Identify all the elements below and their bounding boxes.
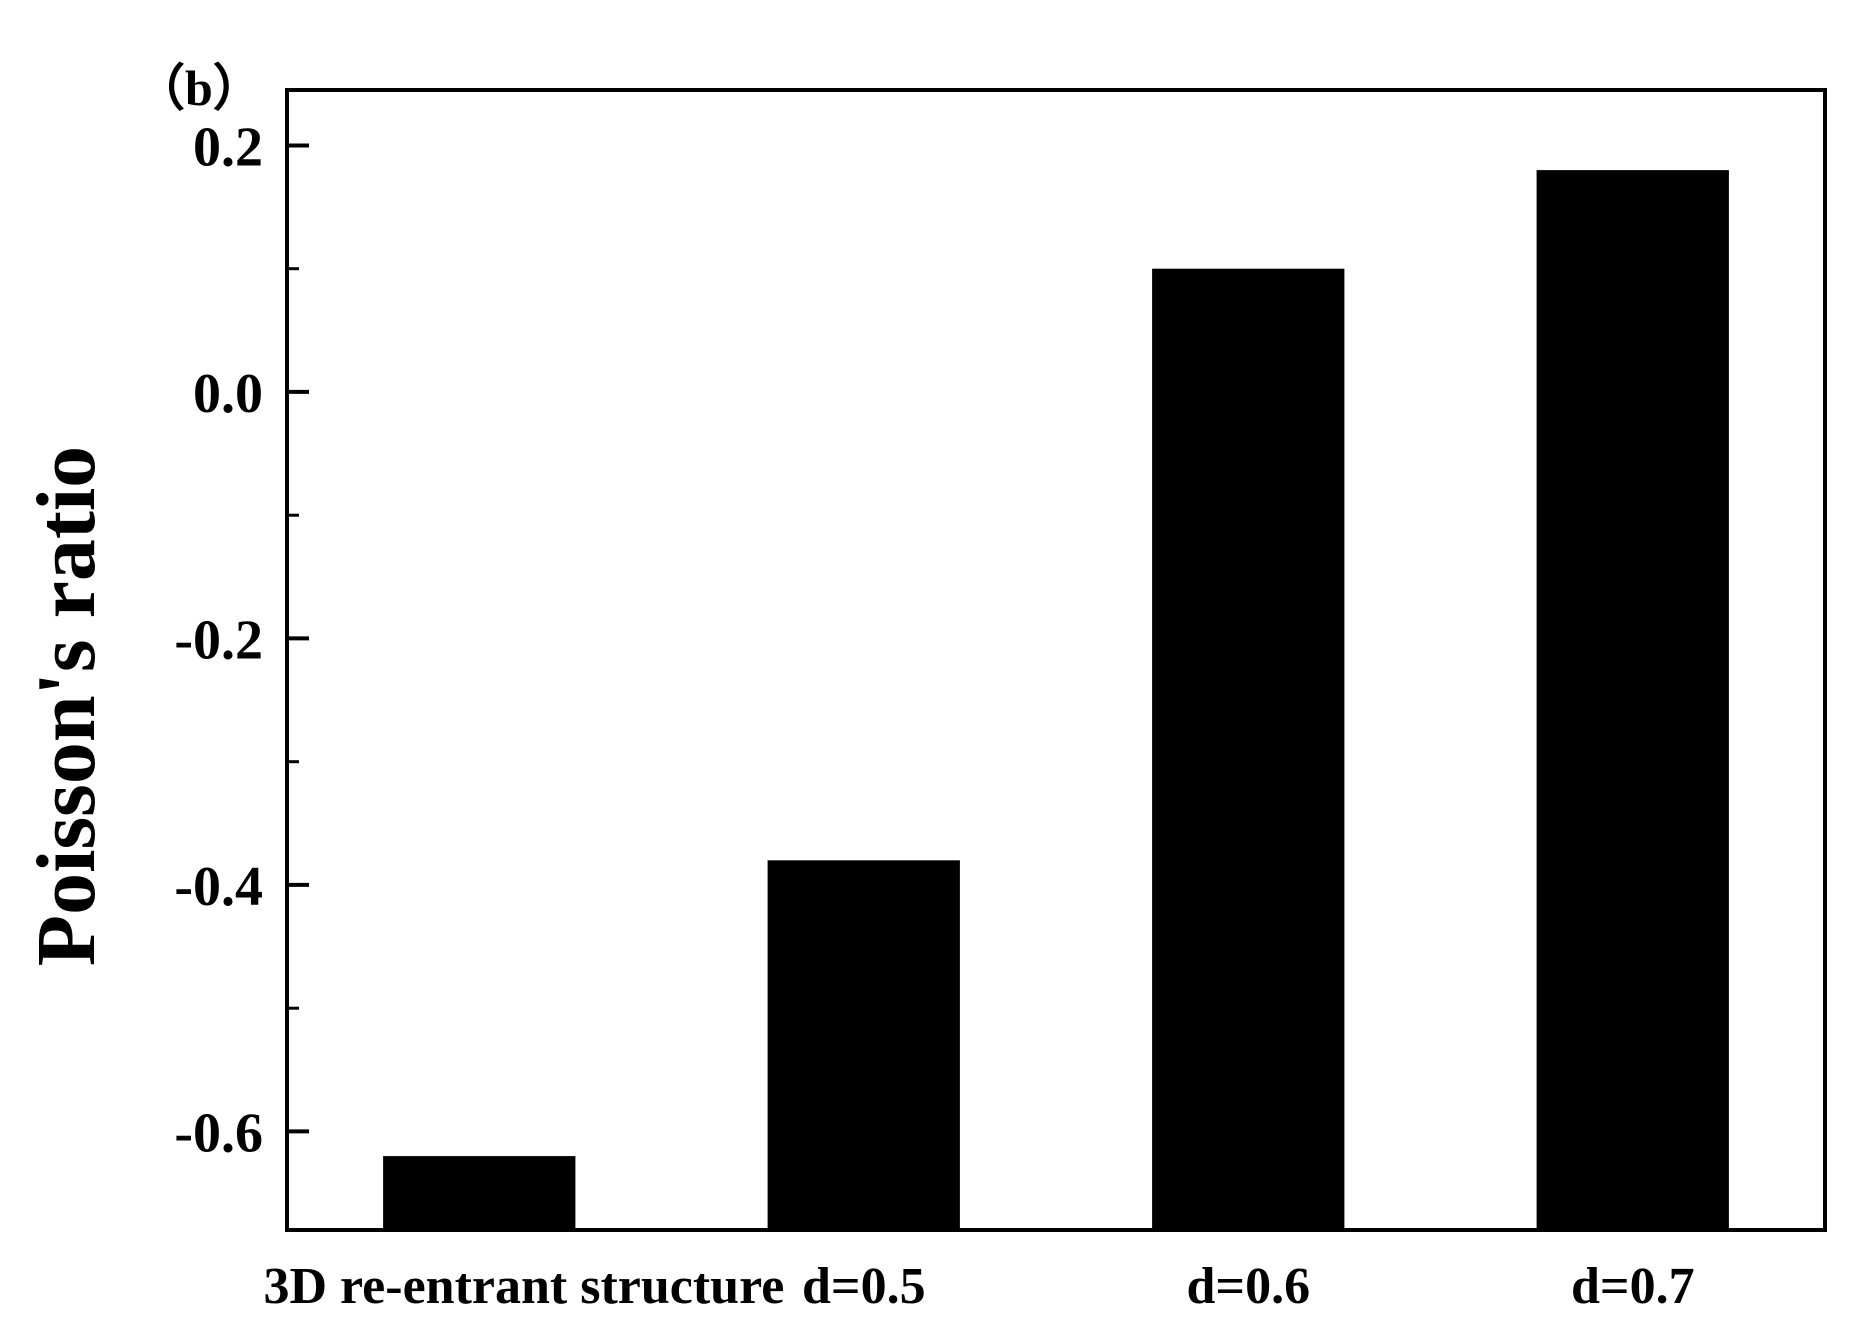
x-tick-label-0: 3D re-entrant structure [263, 1258, 784, 1315]
x-tick-label-3: d=0.7 [1571, 1258, 1695, 1315]
x-tick-label-1: d=0.5 [802, 1258, 926, 1315]
y-tick-label-4: -0.6 [174, 1102, 263, 1164]
y-axis-title: Poisson's ratio [20, 446, 113, 966]
y-tick-label-3: -0.4 [174, 856, 263, 918]
bar-0 [383, 1156, 576, 1230]
bar-3 [1536, 170, 1729, 1231]
panel-label: （b） [135, 60, 263, 116]
plot-frame [285, 88, 1827, 1232]
y-tick-label-0: 0.2 [193, 117, 263, 179]
y-axis-ticks [287, 143, 309, 1134]
x-tick-label-2: d=0.6 [1187, 1258, 1311, 1315]
y-tick-label-2: -0.2 [174, 609, 263, 671]
bars-layer [383, 170, 1729, 1231]
tick-labels: 3D re-entrant structure d=0.5 d=0.6 d=0.7 0.… [174, 117, 1694, 1316]
bar-1 [767, 860, 960, 1230]
y-tick-label-1: 0.0 [193, 363, 263, 425]
bar-2 [1152, 268, 1345, 1230]
